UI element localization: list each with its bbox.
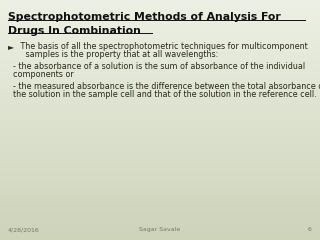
Text: - the absorbance of a solution is the sum of absorbance of the individual: - the absorbance of a solution is the su… (8, 62, 305, 71)
Text: The basis of all the spectrophotometric techniques for multicomponent: The basis of all the spectrophotometric … (18, 42, 308, 51)
Text: Spectrophotometric Methods of Analysis For: Spectrophotometric Methods of Analysis F… (8, 12, 281, 22)
Text: samples is the property that at all wavelengths:: samples is the property that at all wave… (18, 50, 218, 59)
Text: 4/28/2016: 4/28/2016 (8, 227, 40, 232)
Text: Sagar Savale: Sagar Savale (140, 227, 180, 232)
Text: ►: ► (8, 42, 14, 51)
Text: the solution in the sample cell and that of the solution in the reference cell.: the solution in the sample cell and that… (8, 90, 316, 99)
Text: components or: components or (8, 70, 74, 79)
Text: - the measured absorbance is the difference between the total absorbance of: - the measured absorbance is the differe… (8, 82, 320, 91)
Text: 6: 6 (308, 227, 312, 232)
Text: Drugs In Combination: Drugs In Combination (8, 26, 141, 36)
